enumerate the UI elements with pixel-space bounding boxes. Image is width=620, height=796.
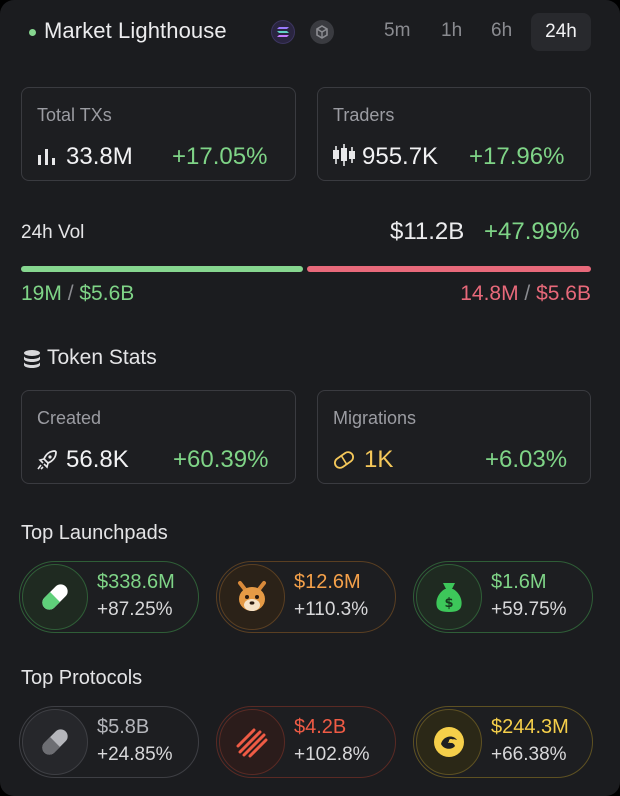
bnb-chain-icon[interactable]: [310, 20, 334, 44]
buy-separator: /: [61, 282, 80, 305]
shiba-dog-icon: [219, 564, 285, 630]
slash-stripes-icon: [219, 709, 285, 775]
launchpad-3-value: $1.6M: [491, 571, 547, 593]
created-value: 56.8K: [66, 446, 129, 473]
launchpad-1-value: $338.6M: [97, 571, 175, 593]
launchpad-pill-3[interactable]: $ $1.6M +59.75%: [413, 561, 593, 633]
solana-chain-icon[interactable]: [271, 20, 295, 44]
volume-value: $11.2B: [390, 218, 465, 245]
timeframe-5m[interactable]: 5m: [384, 20, 411, 41]
total-txs-label: Total TXs: [37, 105, 112, 125]
buy-volume-bar: [21, 266, 303, 272]
volume-change: +47.99%: [484, 218, 580, 245]
migrations-card: Migrations 1K +6.03%: [317, 390, 591, 484]
protocol-1-value: $5.8B: [97, 716, 150, 738]
sell-volume-text: 14.8M / $5.6B: [460, 282, 591, 306]
sell-count: 14.8M: [460, 282, 519, 305]
traders-card: Traders 955.7K +17.96%: [317, 87, 591, 181]
svg-text:$: $: [444, 596, 453, 611]
coin-swirl-icon: [416, 709, 482, 775]
capsule-pill-icon: [334, 451, 354, 469]
buy-volume-text: 19M / $5.6B: [21, 282, 134, 306]
timeframe-6h[interactable]: 6h: [491, 20, 513, 41]
migrations-value: 1K: [364, 446, 394, 473]
protocol-2-change: +102.8%: [294, 744, 370, 765]
launchpad-2-change: +110.3%: [294, 599, 369, 620]
protocol-2-value: $4.2B: [294, 716, 347, 738]
panel-title: Market Lighthouse: [44, 18, 227, 43]
launchpad-1-change: +87.25%: [97, 599, 173, 620]
migrations-label: Migrations: [333, 408, 417, 428]
candlestick-icon: [333, 144, 355, 166]
sell-value: $5.6B: [536, 282, 591, 305]
protocol-pill-1[interactable]: $5.8B +24.85%: [19, 706, 199, 778]
token-stats-title: Token Stats: [47, 346, 157, 369]
buy-count: 19M: [21, 282, 62, 305]
volume-label: 24h Vol: [21, 222, 85, 243]
database-icon: [24, 350, 40, 368]
buy-value: $5.6B: [79, 282, 135, 305]
gray-pill-icon: [22, 709, 88, 775]
timeframe-1h[interactable]: 1h: [441, 20, 463, 41]
pill-icon: [22, 564, 88, 630]
traders-value: 955.7K: [362, 143, 439, 170]
created-label: Created: [37, 408, 102, 428]
bar-chart-icon: [38, 149, 55, 165]
traders-label: Traders: [333, 105, 395, 125]
total-txs-card: Total TXs 33.8M +17.05%: [21, 87, 296, 181]
top-launchpads-title: Top Launchpads: [21, 522, 168, 544]
protocol-pill-3[interactable]: $244.3M +66.38%: [413, 706, 593, 778]
protocol-pill-2[interactable]: $4.2B +102.8%: [216, 706, 396, 778]
top-protocols-title: Top Protocols: [21, 667, 143, 689]
traders-change: +17.96%: [469, 143, 565, 170]
migrations-change: +6.03%: [485, 446, 568, 473]
total-txs-change: +17.05%: [172, 143, 268, 170]
protocol-3-change: +66.38%: [491, 744, 567, 765]
launchpad-3-change: +59.75%: [491, 599, 567, 620]
created-card: Created 56.8K +60.39%: [21, 390, 296, 484]
money-bag-icon: $: [416, 564, 482, 630]
protocol-3-value: $244.3M: [491, 716, 569, 738]
launchpad-2-value: $12.6M: [294, 571, 361, 593]
timeframe-24h[interactable]: 24h: [531, 13, 591, 51]
launchpad-pill-1[interactable]: $338.6M +87.25%: [19, 561, 199, 633]
protocol-1-change: +24.85%: [97, 744, 173, 765]
created-change: +60.39%: [173, 446, 269, 473]
sell-separator: /: [518, 282, 537, 305]
launchpad-pill-2[interactable]: $12.6M +110.3%: [216, 561, 396, 633]
sell-volume-bar: [307, 266, 591, 272]
total-txs-value: 33.8M: [66, 143, 133, 170]
live-status-dot: [29, 29, 36, 36]
rocket-icon: [37, 450, 57, 470]
